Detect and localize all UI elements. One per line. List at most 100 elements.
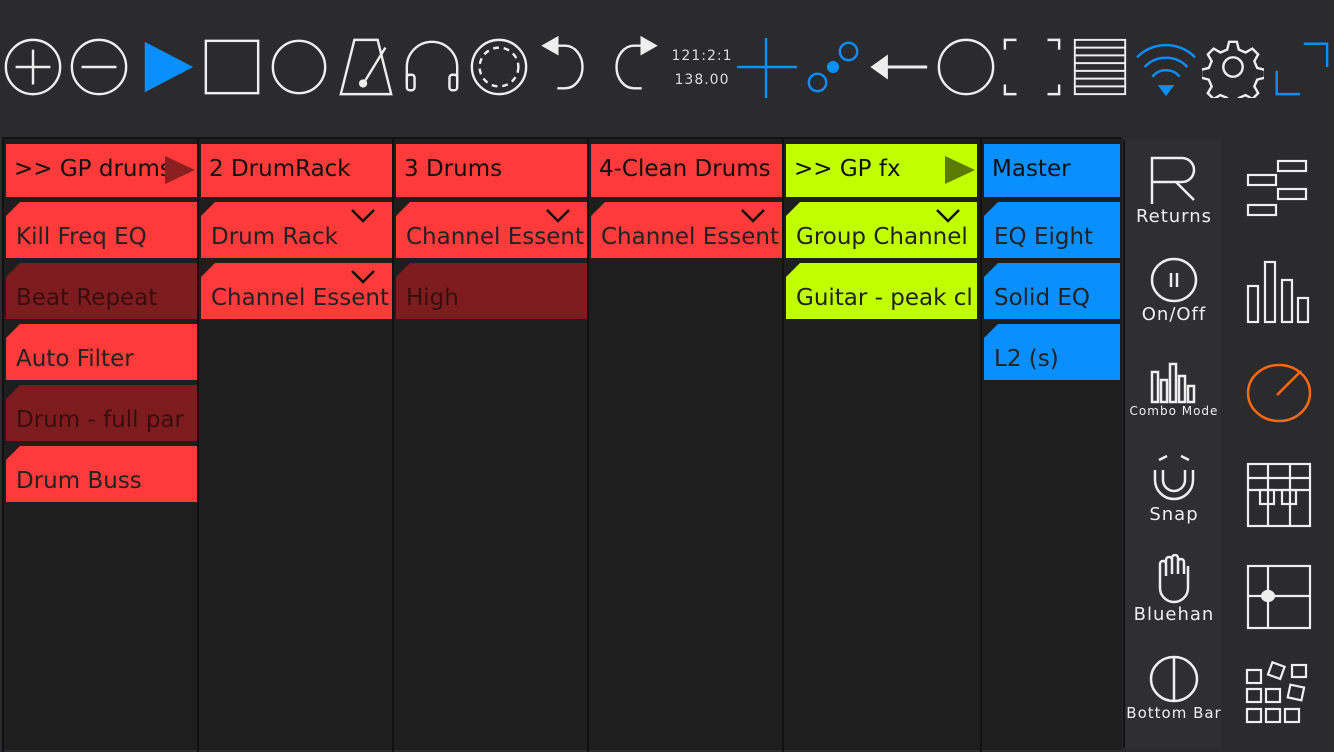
- chevron-down-icon[interactable]: [935, 208, 961, 224]
- device-name: Solid EQ: [994, 285, 1090, 311]
- wifi-icon[interactable]: [1134, 35, 1198, 99]
- device-knob-icon[interactable]: [1244, 358, 1314, 428]
- device-name: Auto Filter: [16, 346, 134, 372]
- lines-icon[interactable]: [1068, 35, 1132, 99]
- clips-icon[interactable]: [1244, 660, 1314, 730]
- chevron-down-icon[interactable]: [350, 208, 376, 224]
- track-header[interactable]: >> GP drums: [6, 144, 197, 197]
- circle-icon[interactable]: [934, 35, 998, 99]
- combo-mode-button[interactable]: Combo Mode: [1125, 360, 1223, 418]
- combo-mode-icon: [1150, 362, 1196, 404]
- track-column: 2 DrumRack Drum Rack Channel Essent: [197, 139, 392, 752]
- device-slot[interactable]: Drum - full par: [6, 385, 197, 441]
- device-slot[interactable]: Solid EQ: [984, 263, 1120, 319]
- metronome-icon[interactable]: [334, 35, 398, 99]
- song-position: 121:2:1: [671, 48, 733, 64]
- track-header[interactable]: 2 DrumRack: [201, 144, 392, 197]
- device-name: Channel Essent: [211, 285, 389, 311]
- device-slot[interactable]: Beat Repeat: [6, 263, 197, 319]
- device-slot[interactable]: Group Channel: [786, 202, 977, 258]
- track-column: 3 Drums Channel Essent High: [392, 139, 587, 752]
- half-circle-icon: [1149, 655, 1199, 703]
- device-slot[interactable]: Drum Buss: [6, 446, 197, 502]
- device-slot[interactable]: Drum Rack: [201, 202, 392, 258]
- chevron-down-icon[interactable]: [350, 269, 376, 285]
- headphones-icon[interactable]: [400, 35, 464, 99]
- track-name: 3 Drums: [404, 156, 503, 182]
- snap-label: Snap: [1149, 504, 1199, 525]
- track-header[interactable]: 3 Drums: [396, 144, 587, 197]
- device-name: Beat Repeat: [16, 285, 158, 311]
- track-header[interactable]: 4-Clean Drums: [591, 144, 782, 197]
- pause-circle-icon: [1150, 257, 1198, 303]
- snap-button[interactable]: Snap: [1125, 452, 1223, 525]
- track-name: Master: [992, 156, 1071, 182]
- returns-icon: [1150, 156, 1196, 204]
- returns-label: Returns: [1135, 206, 1213, 227]
- xy-pad-icon[interactable]: [1244, 562, 1314, 632]
- record-icon[interactable]: [267, 35, 331, 99]
- track-column: >> GP fx Group Channel Guitar - peak cl: [782, 139, 977, 752]
- play-icon[interactable]: [136, 35, 200, 99]
- add-icon[interactable]: [734, 35, 798, 99]
- device-name: Channel Essent: [601, 224, 779, 250]
- gear-icon[interactable]: [1201, 35, 1265, 99]
- device-grid: >> GP drums Kill Freq EQ Beat Repeat Auto F…: [2, 137, 1122, 752]
- device-slot[interactable]: EQ Eight: [984, 202, 1120, 258]
- hand-icon: [1158, 554, 1190, 604]
- returns-button[interactable]: Returns: [1125, 154, 1223, 227]
- device-name: Drum - full par: [16, 407, 184, 433]
- automation-icon[interactable]: [801, 35, 865, 99]
- track-column: >> GP drums Kill Freq EQ Beat Repeat Auto F…: [2, 139, 197, 752]
- loop-icon[interactable]: [467, 35, 531, 99]
- group-play-icon[interactable]: [165, 156, 195, 184]
- keyboard-icon[interactable]: [1244, 460, 1314, 530]
- stop-icon[interactable]: [200, 35, 264, 99]
- track-name: >> GP fx: [794, 156, 901, 182]
- redo-icon[interactable]: [600, 35, 664, 99]
- combo-mode-label: Combo Mode: [1129, 404, 1219, 418]
- side-panel: Returns On/Off Combo Mode Snap Bluehan B…: [1123, 140, 1221, 748]
- track-column: Master EQ Eight Solid EQ L2 (s): [980, 139, 1120, 752]
- group-play-icon[interactable]: [945, 156, 975, 184]
- bluehand-label: Bluehan: [1133, 604, 1215, 625]
- track-name: >> GP drums: [14, 156, 172, 182]
- device-name: L2 (s): [994, 346, 1059, 372]
- bluehand-button[interactable]: Bluehan: [1125, 554, 1223, 625]
- magnet-icon: [1153, 454, 1195, 501]
- onoff-label: On/Off: [1141, 304, 1207, 325]
- back-arrow-icon[interactable]: [868, 35, 932, 99]
- device-name: Channel Essent: [406, 224, 584, 250]
- device-name: Drum Rack: [211, 224, 338, 250]
- track-name: 4-Clean Drums: [599, 156, 771, 182]
- device-slot[interactable]: Channel Essent: [201, 263, 392, 319]
- arrange-icon[interactable]: [1244, 155, 1314, 225]
- chevron-down-icon[interactable]: [740, 208, 766, 224]
- onoff-button[interactable]: On/Off: [1125, 256, 1223, 325]
- device-slot[interactable]: L2 (s): [984, 324, 1120, 380]
- chevron-down-icon[interactable]: [545, 208, 571, 224]
- track-name: 2 DrumRack: [209, 156, 351, 182]
- fullscreen-icon[interactable]: [1000, 35, 1064, 99]
- mixer-icon[interactable]: [1244, 256, 1314, 326]
- device-slot[interactable]: Auto Filter: [6, 324, 197, 380]
- device-name: Drum Buss: [16, 468, 142, 494]
- device-name: EQ Eight: [994, 224, 1094, 250]
- track-column: 4-Clean Drums Channel Essent: [587, 139, 782, 752]
- device-name: Group Channel: [796, 224, 968, 250]
- device-slot[interactable]: Kill Freq EQ: [6, 202, 197, 258]
- device-slot[interactable]: High: [396, 263, 587, 319]
- add-circle-icon[interactable]: [1, 35, 65, 99]
- device-name: Guitar - peak cl: [796, 285, 973, 311]
- track-header[interactable]: Master: [984, 144, 1120, 197]
- device-slot[interactable]: Channel Essent: [591, 202, 782, 258]
- expand-icon[interactable]: [1268, 35, 1332, 99]
- track-header[interactable]: >> GP fx: [786, 144, 977, 197]
- undo-icon[interactable]: [535, 35, 599, 99]
- remove-circle-icon[interactable]: [67, 35, 131, 99]
- tempo[interactable]: 138.00: [674, 72, 730, 88]
- device-name: Kill Freq EQ: [16, 224, 147, 250]
- device-slot[interactable]: Channel Essent: [396, 202, 587, 258]
- device-slot[interactable]: Guitar - peak cl: [786, 263, 977, 319]
- bottom-bar-button[interactable]: Bottom Bar: [1125, 654, 1223, 722]
